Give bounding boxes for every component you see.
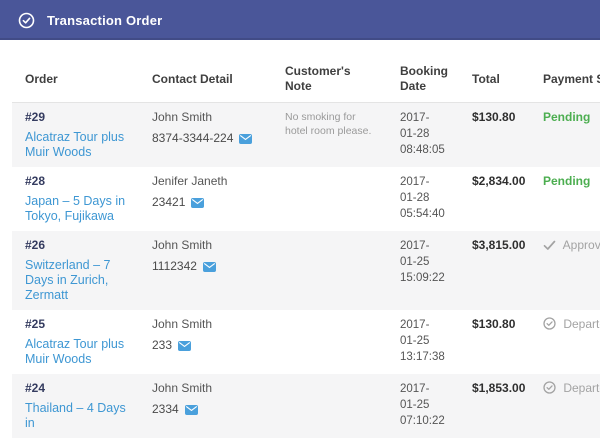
email-envelope-icon[interactable]	[191, 198, 204, 208]
email-envelope-icon[interactable]	[203, 262, 216, 272]
column-header-customers-note: Customer's Note	[272, 56, 387, 103]
approved-check-icon	[543, 240, 556, 251]
order-title-link[interactable]: Switzerland – 7 Days in Zurich, Zermatt	[25, 258, 126, 303]
payment-status: Pending	[543, 174, 590, 188]
booking-time: 08:48:05	[400, 142, 446, 158]
order-total: $3,815.00	[472, 238, 525, 252]
page-title: Transaction Order	[47, 13, 162, 28]
contact-name: John Smith	[152, 317, 259, 332]
contact-name: John Smith	[152, 110, 259, 125]
order-title-link[interactable]: Alcatraz Tour plus Muir Woods	[25, 337, 126, 367]
check-circle-icon	[18, 12, 35, 29]
payment-status: Pending	[543, 110, 590, 124]
booking-date: 2017-01-25	[400, 238, 446, 270]
booking-date: 2017-01-25	[400, 381, 446, 413]
order-title-link[interactable]: Alcatraz Tour plus Muir Woods	[25, 130, 126, 160]
booking-time: 05:54:40	[400, 206, 446, 222]
booking-time: 15:09:22	[400, 270, 446, 286]
order-title-link[interactable]: Thailand – 4 Days in	[25, 401, 126, 431]
payment-status: Departed	[563, 381, 600, 395]
table-header-row: Order Contact Detail Customer's Note Boo…	[12, 56, 600, 103]
order-id: #24	[25, 381, 126, 396]
table-row: #29 Alcatraz Tour plus Muir Woods John S…	[12, 103, 600, 168]
departed-check-circle-icon	[543, 317, 556, 330]
order-table-body: #29 Alcatraz Tour plus Muir Woods John S…	[12, 103, 600, 438]
table-row: #26 Switzerland – 7 Days in Zurich, Zerm…	[12, 231, 600, 310]
column-header-booking-date: Booking Date	[387, 56, 459, 103]
departed-check-circle-icon	[543, 381, 556, 394]
order-total: $130.80	[472, 110, 515, 124]
payment-status: Departed	[563, 317, 600, 331]
order-total: $130.80	[472, 317, 515, 331]
app-header-bar: Transaction Order	[0, 0, 600, 40]
column-header-total: Total	[459, 56, 530, 103]
table-row: #28 Japan – 5 Days in Tokyo, Fujikawa Je…	[12, 167, 600, 231]
order-total: $1,853.00	[472, 381, 525, 395]
email-envelope-icon[interactable]	[239, 134, 252, 144]
order-id: #25	[25, 317, 126, 332]
booking-date: 2017-01-28	[400, 174, 446, 206]
contact-name: Jenifer Janeth	[152, 174, 259, 189]
booking-time: 13:17:38	[400, 349, 446, 365]
contact-name: John Smith	[152, 381, 259, 396]
order-id: #29	[25, 110, 126, 125]
email-envelope-icon[interactable]	[185, 405, 198, 415]
booking-time: 07:10:22	[400, 413, 446, 429]
email-envelope-icon[interactable]	[178, 341, 191, 351]
order-title-link[interactable]: Japan – 5 Days in Tokyo, Fujikawa	[25, 194, 126, 224]
customer-note: No smoking for hotel room please.	[285, 110, 374, 138]
order-id: #28	[25, 174, 126, 189]
booking-date: 2017-01-28	[400, 110, 446, 142]
contact-number: 233	[152, 338, 172, 353]
payment-status: Approved	[563, 238, 600, 252]
contact-number: 8374-3344-224	[152, 131, 233, 146]
contact-name: John Smith	[152, 238, 259, 253]
column-header-contact-detail: Contact Detail	[139, 56, 272, 103]
contact-number: 2334	[152, 402, 179, 417]
table-row: #25 Alcatraz Tour plus Muir Woods John S…	[12, 310, 600, 374]
column-header-payment-status: Payment Status	[530, 56, 600, 103]
contact-number: 1112342	[152, 259, 197, 274]
booking-date: 2017-01-25	[400, 317, 446, 349]
column-header-order: Order	[12, 56, 139, 103]
contact-number: 23421	[152, 195, 185, 210]
content-area: Order Contact Detail Customer's Note Boo…	[0, 40, 600, 438]
transaction-order-table: Order Contact Detail Customer's Note Boo…	[12, 56, 600, 438]
table-row: #24 Thailand – 4 Days in John Smith 2334…	[12, 374, 600, 438]
order-id: #26	[25, 238, 126, 253]
order-total: $2,834.00	[472, 174, 525, 188]
